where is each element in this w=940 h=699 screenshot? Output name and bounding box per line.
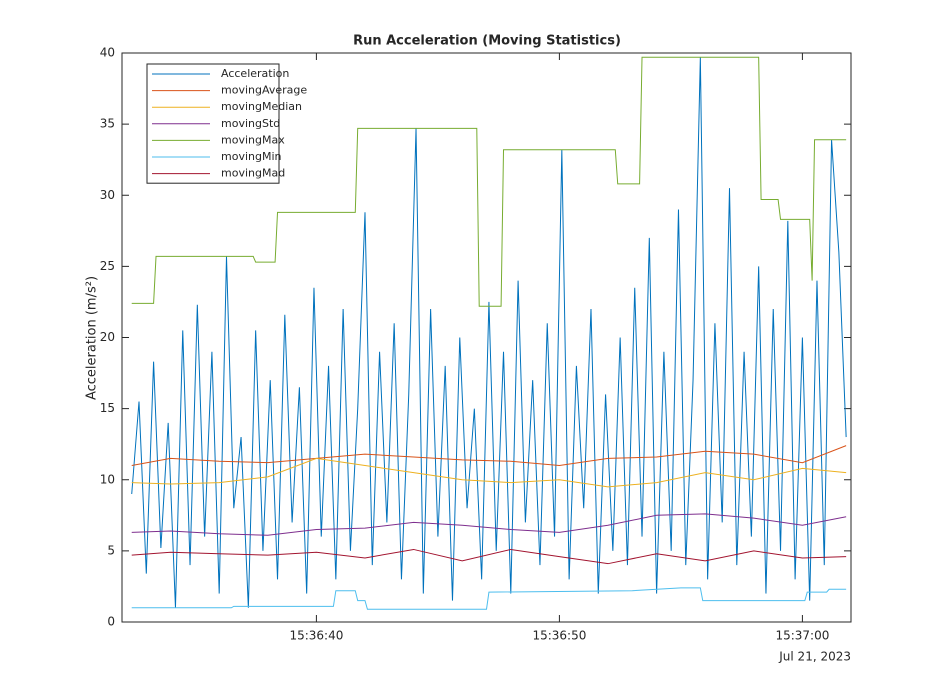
legend-label: Acceleration [221,67,289,80]
y-tick-label: 35 [100,117,115,131]
x-date-label: Jul 21, 2023 [778,650,851,664]
series-line [131,513,847,536]
series-line [131,587,847,610]
series-line [131,445,847,467]
y-tick-label: 15 [100,401,115,415]
y-tick-label: 25 [100,259,115,273]
x-tick-label: 15:36:40 [289,629,343,643]
series-line [131,57,847,608]
chart-title: Run Acceleration (Moving Statistics) [353,34,621,49]
x-tick-label: 15:37:00 [775,629,829,643]
y-tick-label: 20 [100,330,115,344]
y-tick-label: 30 [100,188,115,202]
legend-label: movingMad [221,167,285,180]
x-tick-label: 15:36:50 [532,629,586,643]
series-line [131,56,847,307]
legend-label: movingMax [221,133,285,146]
y-tick-label: 5 [107,543,115,557]
y-tick-label: 10 [100,472,115,486]
legend-box [146,63,280,184]
axes-frame [121,52,852,623]
y-tick-label: 40 [100,46,115,60]
y-tick-label: 0 [107,615,115,629]
y-axis-label: Acceleration (m/s²) [85,276,100,400]
legend-label: movingMedian [221,100,302,113]
series-line [131,548,847,565]
legend-label: movingMin [221,150,282,163]
legend-label: movingStd [221,117,280,130]
legend-label: movingAverage [221,84,307,97]
series-line [131,457,847,488]
